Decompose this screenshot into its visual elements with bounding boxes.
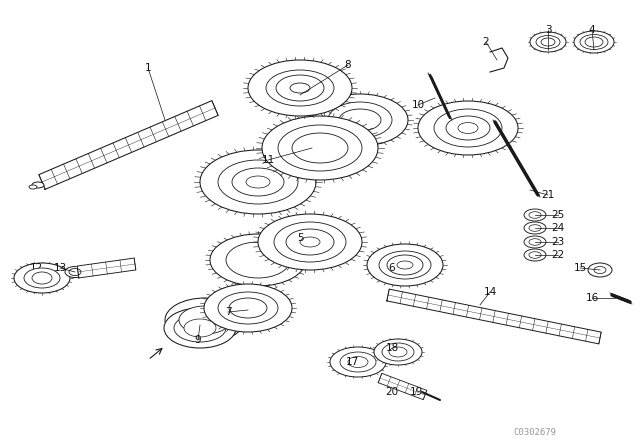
Ellipse shape: [292, 133, 348, 163]
Ellipse shape: [229, 298, 267, 318]
Ellipse shape: [580, 34, 608, 49]
Ellipse shape: [382, 343, 414, 361]
Ellipse shape: [541, 38, 555, 46]
Ellipse shape: [529, 252, 541, 258]
Ellipse shape: [210, 234, 306, 286]
Polygon shape: [77, 258, 136, 278]
Ellipse shape: [246, 176, 270, 188]
Text: 4: 4: [589, 25, 595, 35]
Text: C0302679: C0302679: [513, 427, 557, 436]
Ellipse shape: [258, 214, 362, 270]
Ellipse shape: [290, 83, 310, 93]
Ellipse shape: [226, 242, 290, 278]
Text: 19: 19: [410, 387, 422, 397]
Ellipse shape: [418, 101, 518, 155]
Ellipse shape: [184, 319, 216, 337]
Ellipse shape: [594, 267, 606, 273]
Text: 14: 14: [483, 287, 497, 297]
Text: 24: 24: [552, 223, 564, 233]
Text: 18: 18: [385, 343, 399, 353]
Ellipse shape: [348, 357, 368, 367]
Text: 16: 16: [586, 293, 598, 303]
Ellipse shape: [340, 352, 376, 372]
Ellipse shape: [585, 37, 603, 47]
Ellipse shape: [24, 268, 60, 288]
Ellipse shape: [164, 308, 236, 348]
Text: 15: 15: [573, 263, 587, 273]
Ellipse shape: [458, 122, 478, 134]
Ellipse shape: [174, 314, 226, 342]
Ellipse shape: [278, 125, 362, 171]
Ellipse shape: [529, 212, 541, 218]
Ellipse shape: [312, 94, 408, 146]
Text: 21: 21: [541, 190, 555, 200]
Ellipse shape: [14, 263, 70, 293]
Ellipse shape: [179, 306, 231, 334]
Ellipse shape: [65, 267, 85, 277]
Ellipse shape: [300, 237, 320, 247]
Polygon shape: [378, 373, 427, 400]
Ellipse shape: [165, 298, 245, 342]
Ellipse shape: [200, 150, 316, 214]
Ellipse shape: [286, 229, 334, 255]
Ellipse shape: [32, 182, 44, 188]
Ellipse shape: [274, 222, 346, 262]
Ellipse shape: [524, 249, 546, 261]
Ellipse shape: [339, 109, 381, 131]
Text: 12: 12: [29, 263, 43, 273]
Ellipse shape: [367, 244, 443, 286]
Text: 23: 23: [552, 237, 564, 247]
Text: 5: 5: [297, 233, 303, 243]
Text: 9: 9: [195, 335, 202, 345]
Ellipse shape: [248, 60, 352, 116]
Ellipse shape: [529, 225, 541, 231]
Ellipse shape: [530, 32, 566, 52]
Ellipse shape: [397, 261, 413, 269]
Ellipse shape: [529, 239, 541, 246]
Ellipse shape: [389, 347, 407, 357]
Ellipse shape: [446, 116, 490, 140]
Ellipse shape: [574, 31, 614, 53]
Ellipse shape: [387, 255, 423, 275]
Ellipse shape: [262, 116, 378, 180]
Text: 11: 11: [261, 155, 275, 165]
Ellipse shape: [588, 263, 612, 277]
Text: 6: 6: [388, 263, 396, 273]
Ellipse shape: [330, 347, 386, 377]
Text: 25: 25: [552, 210, 564, 220]
Ellipse shape: [266, 70, 334, 106]
Ellipse shape: [204, 284, 292, 332]
Text: 3: 3: [545, 25, 551, 35]
Ellipse shape: [218, 292, 278, 324]
Ellipse shape: [218, 160, 298, 204]
Text: 17: 17: [346, 357, 358, 367]
Ellipse shape: [524, 209, 546, 221]
Ellipse shape: [32, 272, 52, 284]
Text: 13: 13: [53, 263, 67, 273]
Text: 1: 1: [145, 63, 151, 73]
Ellipse shape: [29, 185, 37, 189]
Ellipse shape: [69, 268, 81, 276]
Text: 10: 10: [412, 100, 424, 110]
Text: 8: 8: [345, 60, 351, 70]
Text: 7: 7: [225, 307, 231, 317]
Ellipse shape: [379, 251, 431, 279]
Ellipse shape: [276, 75, 324, 101]
Ellipse shape: [524, 222, 546, 234]
Ellipse shape: [328, 102, 392, 138]
Ellipse shape: [524, 236, 546, 248]
Ellipse shape: [237, 249, 279, 271]
Ellipse shape: [374, 339, 422, 365]
Text: 2: 2: [483, 37, 490, 47]
Text: 22: 22: [552, 250, 564, 260]
Polygon shape: [387, 289, 601, 344]
Polygon shape: [39, 101, 218, 190]
Ellipse shape: [232, 168, 284, 196]
Ellipse shape: [434, 109, 502, 147]
Text: 20: 20: [385, 387, 399, 397]
Ellipse shape: [536, 35, 560, 48]
